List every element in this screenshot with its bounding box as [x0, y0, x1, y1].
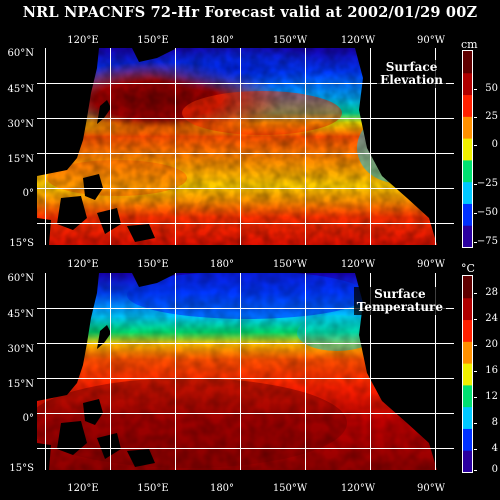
lat-label: 30°N	[7, 119, 34, 130]
lat-label: 15°N	[7, 154, 34, 165]
colorbar-swatch	[463, 297, 472, 321]
surface-elevation-label: Surface Elevation	[377, 60, 446, 88]
lon-label: 90°W	[416, 483, 445, 494]
colorbar-tick	[474, 371, 477, 372]
lon-label: 90°W	[416, 259, 445, 270]
lat-label: 15°S	[9, 238, 34, 249]
colorbar-swatch	[463, 341, 472, 364]
colorbar-tick-label: −75	[476, 236, 498, 247]
lat-label: 60°N	[7, 48, 34, 59]
lon-label: 150°W	[272, 259, 308, 270]
colorbar-tick-label: −50	[476, 207, 498, 218]
colorbar-swatch	[463, 450, 472, 473]
colorbar-swatch	[463, 384, 472, 408]
surface-temperature-map: Surface Temperature	[37, 273, 454, 470]
lat-label: 60°N	[7, 273, 34, 284]
colorbar-tick-label: 12	[485, 391, 498, 402]
lon-label: 150°E	[137, 259, 169, 270]
elevation-colorbar-swatches	[463, 51, 472, 248]
colorbar-tick	[474, 293, 477, 294]
colorbar-tick	[474, 345, 477, 346]
colorbar-swatch	[463, 181, 472, 204]
colorbar-swatch	[463, 363, 472, 386]
colorbar-tick-label: 0	[491, 139, 498, 150]
label-line-1: Surface	[385, 60, 438, 74]
colorbar-tick-label: 20	[485, 339, 498, 350]
colorbar-swatch	[463, 319, 472, 342]
lon-label: 120°E	[67, 35, 99, 46]
elevation-colorbar	[462, 50, 473, 248]
colorbar-tick	[474, 184, 477, 185]
colorbar-swatch	[463, 138, 472, 161]
figure-title: NRL NPACNFS 72-Hr Forecast valid at 2002…	[22, 4, 478, 21]
lon-label: 90°W	[416, 35, 445, 46]
colorbar-swatch	[463, 72, 472, 96]
lat-label: 15°N	[7, 379, 34, 390]
colorbar-swatch	[463, 428, 472, 451]
lon-label: 180°	[209, 483, 235, 494]
lat-label: 45°N	[7, 309, 34, 320]
colorbar-swatch	[463, 276, 472, 299]
colorbar-tick-label: 16	[485, 365, 498, 376]
colorbar-tick	[474, 89, 477, 90]
lon-label: 120°E	[67, 259, 99, 270]
colorbar-tick-label: 50	[485, 83, 498, 94]
colorbar-tick	[474, 145, 477, 146]
colorbar-tick-label: 28	[485, 287, 498, 298]
colorbar-tick-label: 0	[491, 464, 498, 475]
colorbar-tick-label: −25	[476, 178, 498, 189]
colorbar-tick-label: 24	[485, 313, 498, 324]
colorbar-tick	[474, 319, 477, 320]
lon-label: 150°E	[137, 483, 169, 494]
elevation-unit: cm	[461, 38, 478, 51]
lat-label: 0°	[22, 188, 34, 199]
temperature-colorbar	[462, 275, 473, 473]
colorbar-tick	[474, 423, 477, 424]
temperature-unit: °C	[461, 262, 475, 275]
colorbar-swatch	[463, 203, 472, 226]
label-line-2: Elevation	[380, 73, 443, 87]
label-line-2: Temperature	[356, 300, 443, 314]
colorbar-tick-label: 8	[491, 417, 498, 428]
lat-label: 0°	[22, 413, 34, 424]
colorbar-tick-label: 25	[485, 111, 498, 122]
colorbar-swatch	[463, 406, 472, 429]
colorbar-tick-label: 4	[491, 443, 498, 454]
lon-label: 180°	[209, 35, 235, 46]
lon-label: 120°W	[340, 483, 376, 494]
surface-temperature-label: Surface Temperature	[353, 287, 446, 315]
colorbar-tick	[474, 213, 477, 214]
surface-elevation-map: Surface Elevation	[37, 48, 454, 245]
lat-label: 30°N	[7, 344, 34, 355]
lon-label: 120°E	[67, 483, 99, 494]
lon-label: 150°W	[272, 35, 308, 46]
colorbar-swatch	[463, 116, 472, 139]
colorbar-swatch	[463, 159, 472, 183]
temperature-colorbar-swatches	[463, 276, 472, 473]
lat-label: 45°N	[7, 84, 34, 95]
colorbar-tick	[474, 470, 477, 471]
lon-label: 150°E	[137, 35, 169, 46]
lon-label: 120°W	[340, 35, 376, 46]
colorbar-swatch	[463, 51, 472, 74]
label-line-1: Surface	[374, 287, 426, 301]
colorbar-swatch	[463, 225, 472, 248]
lon-label: 150°W	[272, 483, 308, 494]
lon-label: 120°W	[340, 259, 376, 270]
colorbar-tick	[474, 449, 477, 450]
colorbar-tick	[474, 117, 477, 118]
lon-label: 180°	[209, 259, 235, 270]
colorbar-tick	[474, 397, 477, 398]
lat-label: 15°S	[9, 463, 34, 474]
colorbar-swatch	[463, 94, 472, 117]
colorbar-tick	[474, 242, 477, 243]
